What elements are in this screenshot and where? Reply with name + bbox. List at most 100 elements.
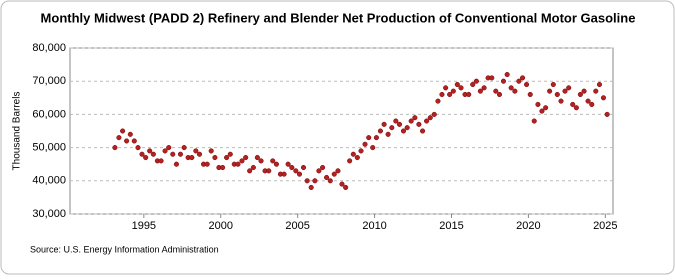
point <box>347 158 353 164</box>
point <box>389 125 395 131</box>
point <box>527 91 533 98</box>
point <box>308 184 314 190</box>
point <box>408 118 414 124</box>
point <box>120 128 126 134</box>
point <box>320 164 326 171</box>
point <box>296 171 303 177</box>
point <box>593 88 599 94</box>
point <box>343 184 349 190</box>
x-tick-label: 2000 <box>209 220 233 232</box>
point <box>496 91 503 98</box>
point <box>354 155 360 161</box>
point <box>181 145 187 151</box>
point <box>439 91 445 98</box>
point <box>547 88 553 94</box>
point <box>589 101 595 107</box>
x-tick-label: 2015 <box>439 220 463 232</box>
point <box>600 95 607 101</box>
point <box>400 128 407 134</box>
point <box>324 174 330 181</box>
point <box>147 148 153 154</box>
point <box>266 168 272 174</box>
point <box>416 121 422 127</box>
point <box>300 164 307 171</box>
point <box>312 178 318 184</box>
point <box>477 88 483 94</box>
point <box>243 155 249 161</box>
point <box>570 101 576 107</box>
point <box>516 78 522 84</box>
point <box>339 181 345 187</box>
point <box>127 131 133 137</box>
point <box>196 151 203 157</box>
point <box>481 85 487 91</box>
point <box>193 148 199 154</box>
point <box>247 168 253 174</box>
y-tick-label: 70,000 <box>32 75 66 87</box>
point <box>396 121 403 127</box>
point <box>458 85 464 91</box>
point <box>566 85 572 91</box>
point <box>254 155 260 161</box>
point <box>412 115 418 121</box>
point <box>381 121 387 127</box>
point <box>170 151 176 157</box>
point <box>435 98 441 104</box>
point <box>220 164 226 171</box>
point <box>331 171 337 177</box>
point <box>227 151 233 157</box>
point <box>208 148 214 154</box>
point <box>258 158 264 164</box>
point <box>573 105 579 111</box>
source: Source: U.S. Energy Information Administ… <box>30 244 219 254</box>
point <box>350 151 356 157</box>
point <box>162 148 168 154</box>
point <box>427 115 433 121</box>
point <box>500 78 507 84</box>
point <box>285 161 291 167</box>
chart-title: Monthly Midwest (PADD 2) Refinery and Bl… <box>41 10 636 25</box>
x-tick-label: 2025 <box>593 220 617 232</box>
point <box>131 138 137 144</box>
point <box>293 168 299 174</box>
x-tick-label: 2010 <box>362 220 386 232</box>
point <box>366 135 372 141</box>
point <box>489 75 495 81</box>
point <box>270 158 276 164</box>
y-tick-label: 60,000 <box>32 108 66 120</box>
point <box>173 161 179 167</box>
point <box>304 178 310 184</box>
point <box>135 145 141 151</box>
point <box>158 158 164 164</box>
point <box>373 135 379 141</box>
point <box>539 108 545 114</box>
point <box>250 164 256 171</box>
point <box>281 171 287 177</box>
point <box>424 118 430 124</box>
point <box>166 145 172 151</box>
point <box>189 155 195 161</box>
point <box>404 125 410 131</box>
point <box>139 151 145 157</box>
point <box>558 98 564 104</box>
point <box>493 88 499 94</box>
x-tick-label: 1995 <box>132 220 156 232</box>
point <box>420 128 426 134</box>
x-tick-label: 2005 <box>285 220 309 232</box>
point <box>508 85 514 91</box>
point <box>316 168 322 174</box>
y-tick-label: 50,000 <box>32 142 66 154</box>
point <box>327 178 333 184</box>
point <box>554 91 560 98</box>
y-axis-label: Thousand Barrels <box>12 92 23 171</box>
y-tick-label: 80,000 <box>32 42 66 54</box>
point <box>370 145 376 151</box>
point <box>512 88 518 94</box>
y-tick-label: 30,000 <box>32 208 66 220</box>
point <box>393 118 399 124</box>
point <box>177 151 183 157</box>
point <box>454 81 460 88</box>
point <box>543 105 549 111</box>
